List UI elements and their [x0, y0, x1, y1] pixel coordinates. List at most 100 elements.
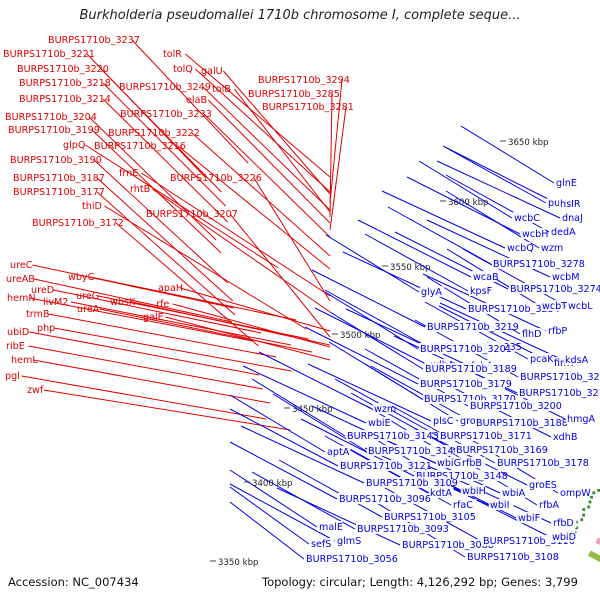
reverse-gene-label: wcbL — [568, 301, 593, 312]
label-background — [561, 212, 586, 223]
label-background — [469, 400, 555, 411]
reverse-gene-label: xdhB — [553, 432, 577, 443]
reverse-leader-line — [350, 392, 455, 451]
forward-gene-label: BURPS1710b_3226 — [170, 173, 262, 184]
label-background — [383, 511, 469, 522]
reverse-gene-label: BURPS1710b_3148 — [416, 471, 508, 482]
forward-leader-line — [165, 316, 331, 361]
forward-gene-label: tolQ — [173, 64, 193, 75]
forward-leader-line — [223, 70, 331, 195]
forward-gene-label: BURPS1710b_3237 — [48, 35, 140, 46]
reverse-gene-label: aptA — [327, 447, 350, 458]
feature-dot — [582, 513, 586, 517]
label-background — [310, 538, 335, 549]
reverse-gene-label: BURPS1710b_3088 — [402, 540, 494, 551]
reverse-gene-label: rfbP — [548, 326, 567, 337]
reverse-gene-label: kpsF — [470, 286, 492, 297]
reverse-gene-label: wzm — [541, 243, 563, 254]
label-background — [555, 177, 580, 188]
kbp-tick-label: 3600 kbp — [448, 198, 489, 208]
feature-block — [595, 537, 600, 546]
reverse-gene-label: rfbA — [539, 500, 559, 511]
label-background — [419, 378, 505, 389]
label-background — [551, 531, 576, 542]
forward-gene-label: ureG — [76, 291, 99, 302]
label-background — [367, 417, 392, 428]
reverse-leader-line — [229, 486, 310, 545]
forward-leader-line — [93, 159, 228, 284]
reverse-gene-label: BURPS1710b_3121 — [340, 461, 432, 472]
label-background — [541, 300, 566, 311]
reverse-gene-label: BURPS1710b_3143 — [347, 431, 439, 442]
label-background — [429, 487, 454, 498]
label-background — [475, 417, 561, 428]
reverse-gene-label: BURPS1710b_3188 — [476, 418, 568, 429]
reverse-leader-line — [229, 501, 305, 560]
reverse-leader-line — [278, 459, 383, 518]
label-background — [346, 430, 432, 441]
reverse-gene-label: sefS — [311, 539, 331, 550]
reverse-gene-label: glmS — [337, 536, 361, 547]
forward-leader-line — [229, 213, 331, 338]
label-background — [506, 242, 531, 253]
reverse-gene-label: kdtA — [430, 488, 452, 499]
reverse-gene-label: BURPS1710b_3219 — [427, 322, 519, 333]
label-background — [552, 431, 577, 442]
reverse-gene-label: wbiG — [437, 458, 461, 469]
reverse-gene-label: malE — [319, 522, 343, 533]
reverse-leader-line — [258, 351, 373, 410]
label-background — [552, 517, 577, 528]
forward-gene-label: BURPS1710b_3214 — [19, 94, 111, 105]
forward-gene-label: wbyC — [68, 272, 95, 283]
reverse-leader-line — [324, 289, 429, 348]
accession-label: Accession: NC_007434 — [8, 575, 139, 589]
forward-gene-label: BURPS1710b_3216 — [94, 141, 186, 152]
forward-gene-label: BURPS1710b_3207 — [146, 209, 238, 220]
reverse-gene-label: BURPS1710b_3189 — [425, 364, 517, 375]
feature-dot — [590, 495, 593, 499]
forward-leader-line — [195, 68, 331, 193]
reverse-gene-label: wbiE — [368, 418, 391, 429]
label-background — [482, 535, 568, 546]
label-background — [517, 512, 542, 523]
reverse-leader-line — [462, 248, 567, 307]
forward-leader-line — [202, 86, 331, 211]
reverse-leader-line — [276, 487, 401, 546]
forward-leader-line — [96, 177, 234, 302]
label-background — [415, 470, 501, 481]
forward-leader-line — [88, 116, 217, 241]
label-background — [326, 446, 351, 457]
reverse-leader-line — [229, 394, 326, 453]
forward-leader-line — [104, 205, 307, 330]
reverse-gene-label: rfaC — [453, 500, 473, 511]
reverse-gene-label: BURPS1710b_3210 — [519, 388, 600, 399]
reverse-leader-line — [422, 273, 547, 332]
label-background — [559, 487, 584, 498]
label-background — [521, 328, 546, 339]
forward-gene-label: pgl — [5, 371, 20, 382]
reverse-gene-label: flhD — [522, 329, 542, 340]
reverse-leader-line — [251, 378, 346, 437]
reverse-gene-label: wcbQ — [507, 243, 534, 254]
forward-leader-line — [208, 99, 331, 224]
forward-gene-label: tolR — [163, 49, 182, 60]
reverse-gene-label: pcaK — [530, 354, 554, 365]
feature-dot — [597, 488, 600, 492]
forward-gene-label: php — [37, 323, 55, 334]
reverse-leader-line — [314, 307, 429, 366]
label-background — [455, 444, 541, 455]
forward-leader-line — [96, 191, 236, 316]
reverse-gene-label: glnE — [556, 178, 577, 189]
reverse-gene-label: rfbD — [553, 518, 574, 529]
label-background — [373, 403, 392, 414]
forward-gene-label: ureC — [10, 260, 33, 271]
map-title: Burkholderia pseudomallei 1710b chromoso… — [79, 8, 521, 23]
label-background — [461, 457, 486, 468]
forward-gene-label: BURPS1710b_3218 — [19, 78, 111, 89]
forward-leader-line — [70, 301, 292, 346]
reverse-leader-line — [304, 326, 419, 385]
forward-gene-label: elaB — [186, 95, 207, 106]
forward-gene-label: rhtB — [130, 184, 150, 195]
label-background — [419, 343, 505, 354]
label-background — [518, 387, 600, 398]
